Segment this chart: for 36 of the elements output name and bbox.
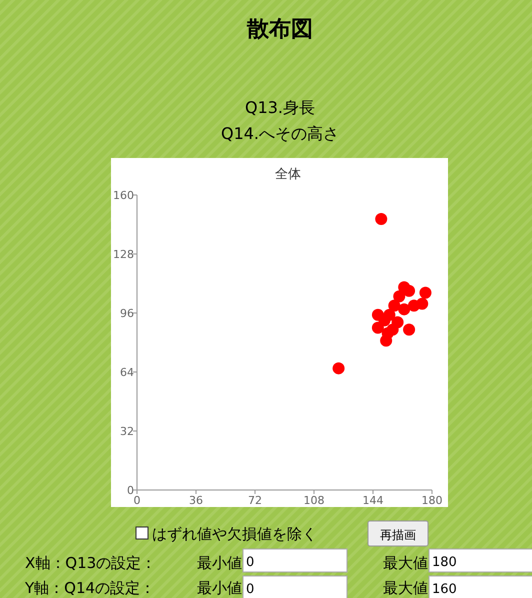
text-field: 0 bbox=[242, 548, 348, 572]
y-tick-label: 160 bbox=[113, 189, 134, 202]
text: Y軸：Q14の設定： bbox=[24, 579, 156, 597]
text: はずれ値や欠損値を除く bbox=[152, 525, 317, 543]
y-tick-label: 96 bbox=[120, 307, 134, 320]
y-tick-label: 128 bbox=[113, 248, 134, 261]
x-tick-label: 72 bbox=[248, 494, 262, 507]
point bbox=[372, 322, 384, 334]
text: X軸：Q13の設定： bbox=[25, 554, 156, 572]
chart-subtitle: Q13.身長 Q14.へその高さ bbox=[220, 98, 340, 143]
point bbox=[403, 284, 416, 297]
point bbox=[403, 324, 416, 336]
point bbox=[382, 327, 394, 340]
y-tick-label: 0 bbox=[127, 484, 134, 497]
point bbox=[332, 362, 345, 374]
y-tick-label: 32 bbox=[120, 425, 134, 438]
chart-title: 散布図 bbox=[246, 17, 313, 42]
text-field: 160 bbox=[428, 576, 532, 598]
text: 最大値 bbox=[383, 579, 428, 597]
point bbox=[416, 298, 428, 310]
point bbox=[398, 303, 410, 316]
point bbox=[393, 290, 406, 302]
text-field: 0 bbox=[242, 576, 348, 598]
x-tick-label: 144 bbox=[362, 494, 384, 507]
button: 再描画 bbox=[368, 520, 428, 546]
y-tick-label: 64 bbox=[120, 366, 134, 379]
text: 最小値 bbox=[197, 554, 242, 572]
text: 全体 bbox=[275, 167, 301, 182]
point bbox=[375, 212, 388, 225]
text-field: 180 bbox=[428, 548, 532, 572]
x-tick-label: 108 bbox=[304, 494, 324, 507]
x-tick-label: 180 bbox=[422, 494, 442, 507]
x-tick-label: 36 bbox=[189, 494, 203, 507]
point bbox=[419, 286, 432, 299]
text: 最大値 bbox=[383, 554, 428, 572]
text: 最小値 bbox=[197, 579, 242, 597]
